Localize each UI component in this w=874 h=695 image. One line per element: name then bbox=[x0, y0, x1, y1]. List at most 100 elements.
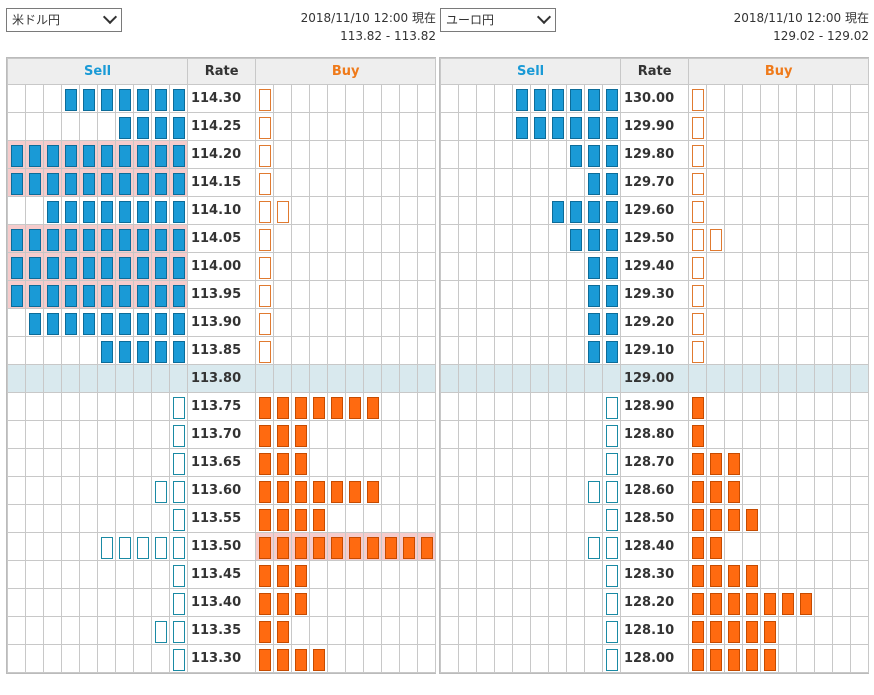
buy-cell bbox=[327, 392, 347, 421]
sell-cell bbox=[530, 224, 549, 253]
sell-cell bbox=[79, 224, 98, 253]
buy-cell bbox=[399, 224, 419, 253]
buy-cell bbox=[814, 308, 834, 337]
sell-order-block bbox=[100, 284, 113, 307]
buy-order-block bbox=[258, 480, 271, 503]
sell-cell bbox=[7, 168, 26, 197]
sell-cell bbox=[43, 252, 62, 281]
sell-cell bbox=[133, 84, 152, 113]
sell-cell bbox=[97, 420, 116, 449]
sell-cell bbox=[168, 420, 189, 449]
sell-cell bbox=[584, 392, 603, 421]
rate-row: 113.60 bbox=[7, 476, 437, 505]
sell-order-block bbox=[172, 200, 185, 223]
sell-order-block bbox=[82, 172, 95, 195]
sell-cell bbox=[168, 448, 189, 477]
buy-cell bbox=[255, 448, 275, 477]
buy-cell bbox=[724, 168, 744, 197]
sell-cell bbox=[97, 308, 116, 337]
sell-cell bbox=[494, 560, 513, 589]
sell-order-block bbox=[136, 200, 149, 223]
sell-order-block bbox=[136, 256, 149, 279]
sell-cell bbox=[548, 420, 567, 449]
rate-value: 114.30 bbox=[187, 84, 257, 113]
buy-order-block bbox=[763, 648, 776, 671]
sell-cell bbox=[115, 112, 134, 141]
sell-cell bbox=[566, 224, 585, 253]
buy-cell bbox=[291, 84, 311, 113]
sell-cell bbox=[566, 252, 585, 281]
sell-position-block bbox=[587, 536, 600, 559]
buy-cell bbox=[417, 280, 437, 309]
buy-cell bbox=[814, 168, 834, 197]
buy-cell bbox=[363, 252, 383, 281]
buy-cell bbox=[778, 560, 798, 589]
sell-cell bbox=[566, 644, 585, 673]
sell-order-block bbox=[118, 340, 131, 363]
buy-position-block bbox=[258, 256, 271, 279]
buy-cell bbox=[706, 476, 726, 505]
buy-cell bbox=[309, 644, 329, 673]
sell-order-block bbox=[569, 88, 582, 111]
sell-cell bbox=[115, 588, 134, 617]
sell-cell bbox=[79, 532, 98, 561]
buy-cell bbox=[309, 84, 329, 113]
buy-cell bbox=[363, 392, 383, 421]
sell-cell bbox=[440, 364, 459, 393]
buy-cell bbox=[688, 84, 708, 113]
buy-order-block bbox=[330, 536, 343, 559]
buy-cell bbox=[850, 616, 870, 645]
sell-cell bbox=[79, 448, 98, 477]
sell-cell bbox=[61, 140, 80, 169]
sell-cell bbox=[79, 392, 98, 421]
buy-cell bbox=[760, 644, 780, 673]
sell-cell bbox=[43, 168, 62, 197]
buy-cell bbox=[345, 504, 365, 533]
sell-cell bbox=[25, 168, 44, 197]
sell-cell bbox=[7, 644, 26, 673]
pair-select-right[interactable]: ユーロ円 bbox=[440, 8, 556, 32]
sell-order-block bbox=[587, 88, 600, 111]
sell-cell bbox=[61, 420, 80, 449]
sell-order-block bbox=[172, 340, 185, 363]
sell-cell bbox=[115, 364, 134, 393]
sell-cell bbox=[494, 84, 513, 113]
sell-order-block bbox=[10, 144, 23, 167]
pair-select-left[interactable]: 米ドル円 bbox=[6, 8, 122, 32]
buy-cell bbox=[273, 560, 293, 589]
buy-cell bbox=[706, 196, 726, 225]
sell-cell bbox=[79, 364, 98, 393]
sell-order-block bbox=[587, 340, 600, 363]
buy-order-block bbox=[691, 648, 704, 671]
sell-cell bbox=[601, 616, 622, 645]
buy-cell bbox=[327, 364, 347, 393]
sell-cell bbox=[61, 280, 80, 309]
sell-cell bbox=[168, 476, 189, 505]
buy-order-block bbox=[294, 564, 307, 587]
sell-position-block bbox=[605, 648, 618, 671]
sell-cell bbox=[458, 392, 477, 421]
buy-cell bbox=[327, 252, 347, 281]
sell-cell bbox=[584, 308, 603, 337]
sell-cell bbox=[25, 252, 44, 281]
sell-cell bbox=[458, 420, 477, 449]
buy-cell bbox=[850, 588, 870, 617]
buy-order-block bbox=[258, 508, 271, 531]
sell-order-block bbox=[118, 256, 131, 279]
sell-cell bbox=[25, 560, 44, 589]
buy-position-block bbox=[691, 88, 704, 111]
sell-cell bbox=[79, 644, 98, 673]
bid-ask-right: 129.02 - 129.02 bbox=[773, 29, 869, 43]
buy-order-block bbox=[348, 536, 361, 559]
sell-order-block bbox=[82, 256, 95, 279]
sell-cell bbox=[512, 112, 531, 141]
rate-row: 128.90 bbox=[440, 392, 870, 421]
sell-cell bbox=[458, 504, 477, 533]
sell-order-block bbox=[100, 172, 113, 195]
sell-order-block bbox=[172, 312, 185, 335]
rate-value: 130.00 bbox=[620, 84, 690, 113]
buy-cell bbox=[814, 336, 834, 365]
sell-order-block bbox=[46, 200, 59, 223]
buy-position-block bbox=[258, 88, 271, 111]
sell-cell bbox=[566, 476, 585, 505]
